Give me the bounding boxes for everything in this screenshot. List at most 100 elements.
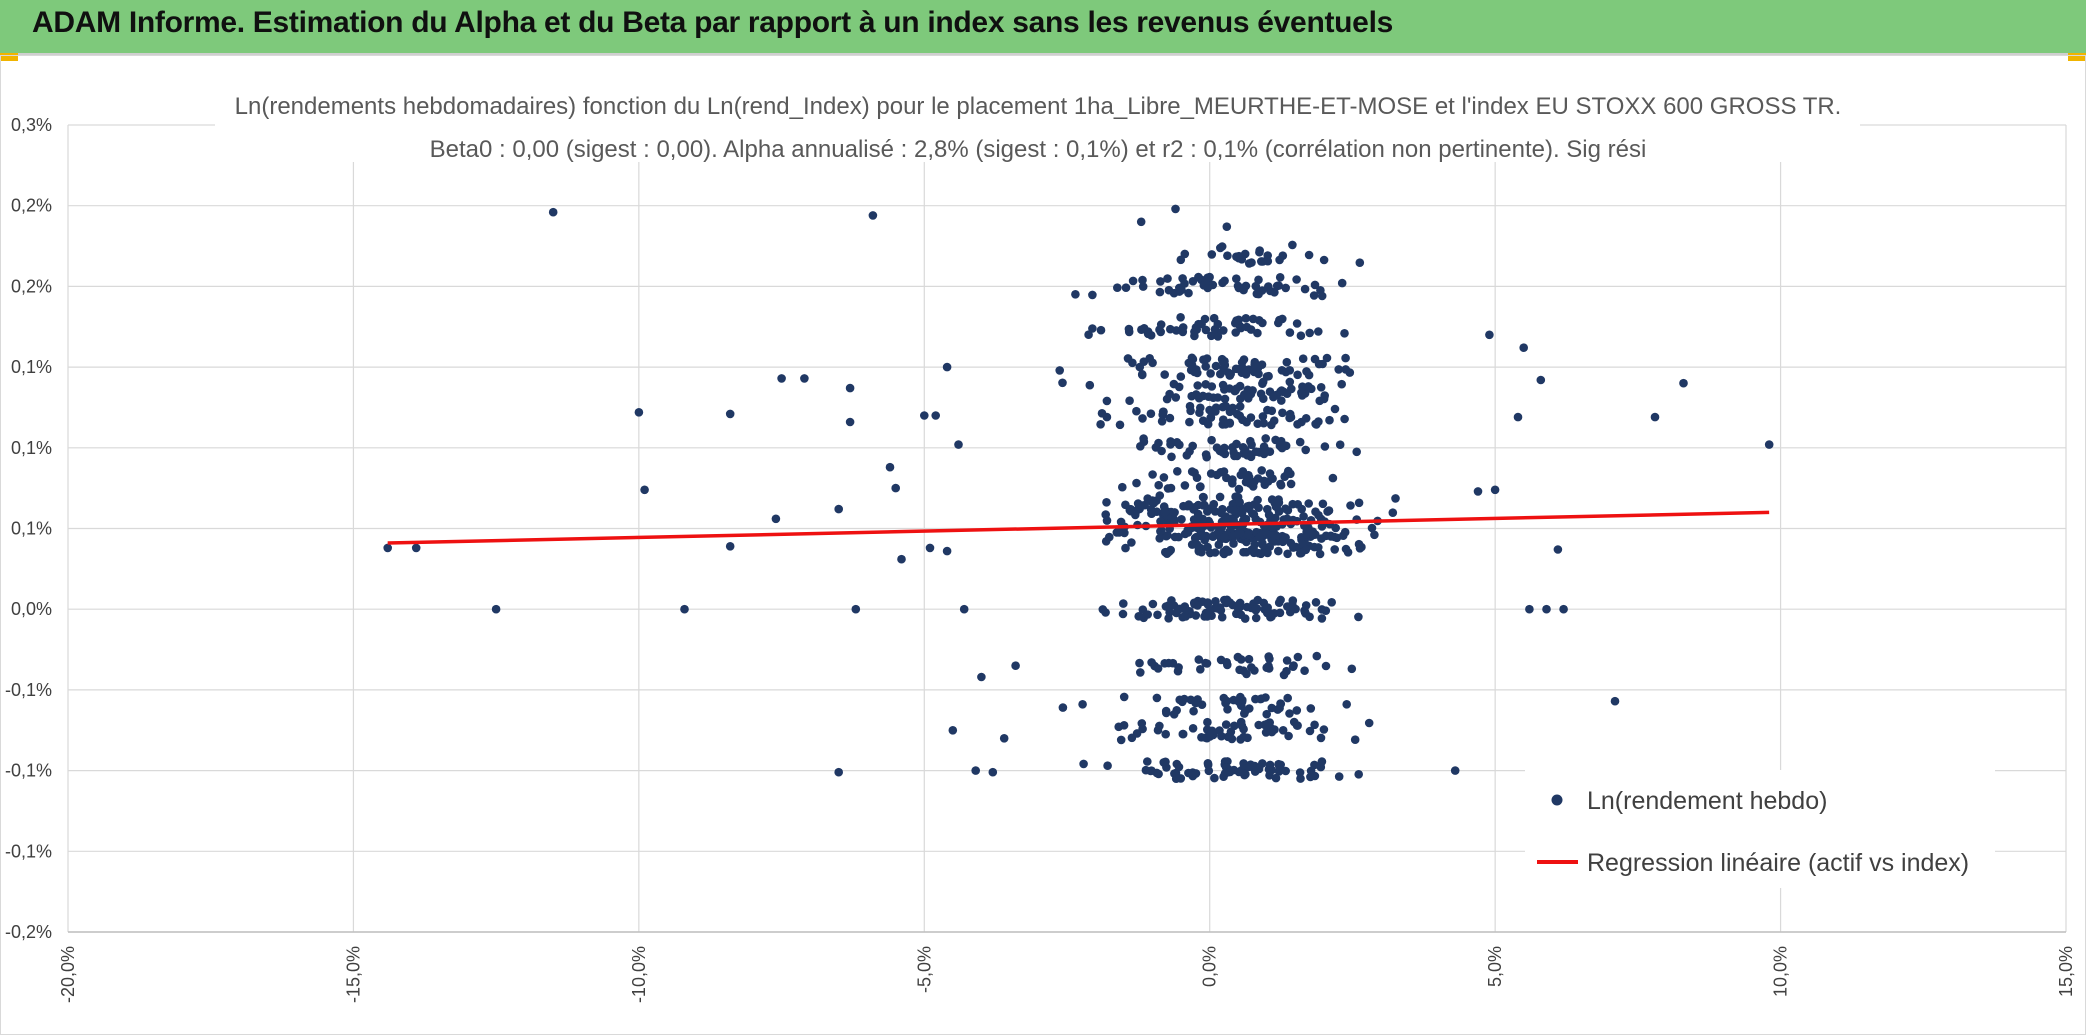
scatter-point <box>1207 382 1217 391</box>
scatter-point <box>1182 451 1192 460</box>
scatter-point <box>1299 512 1308 521</box>
scatter-point <box>1320 442 1330 451</box>
scatter-point <box>851 604 861 614</box>
scatter-point <box>1276 480 1286 490</box>
scatter-point <box>1233 652 1243 662</box>
scatter-point <box>1138 282 1148 291</box>
scatter-point <box>1207 435 1216 445</box>
scatter-point <box>1177 285 1186 295</box>
scatter-point <box>1248 509 1257 518</box>
scatter-point <box>1160 659 1169 668</box>
scatter-point <box>1309 291 1319 300</box>
scatter-point <box>1188 724 1198 733</box>
scatter-point <box>1259 476 1269 486</box>
scatter-point <box>971 766 980 775</box>
scatter-point <box>1202 659 1212 668</box>
scatter-point <box>1322 353 1332 363</box>
scatter-point <box>1207 250 1217 259</box>
scatter-point <box>1084 330 1093 340</box>
scatter-point <box>1270 498 1280 508</box>
scatter-point <box>1251 281 1261 291</box>
scatter-point <box>1286 479 1296 489</box>
scatter-point <box>1180 694 1189 704</box>
scatter-point <box>1141 765 1151 775</box>
scatter-point <box>1058 378 1067 388</box>
scatter-point <box>1267 420 1276 430</box>
scatter-point <box>1330 545 1339 554</box>
scatter-point <box>1201 362 1210 371</box>
scatter-point <box>1281 504 1290 513</box>
scatter-point <box>1287 384 1296 394</box>
scatter-point <box>1225 767 1235 777</box>
scatter-point <box>1271 435 1280 445</box>
scatter-point <box>1210 773 1219 783</box>
scatter-point <box>1204 392 1213 402</box>
scatter-point <box>1340 414 1349 424</box>
scatter-point <box>1319 725 1329 734</box>
scatter-point <box>1096 420 1105 429</box>
scatter-point <box>1230 721 1239 731</box>
scatter-point <box>491 604 501 614</box>
scatter-point <box>1513 412 1523 422</box>
scatter-point <box>1136 668 1145 677</box>
scatter-point <box>1180 529 1190 539</box>
scatter-point <box>1281 283 1290 293</box>
scatter-point <box>1194 272 1203 282</box>
scatter-point <box>1312 651 1322 661</box>
scatter-point <box>1274 767 1284 776</box>
scatter-point <box>1155 534 1164 543</box>
y-tick-label: 0,2% <box>11 276 52 296</box>
scatter-point <box>1172 438 1182 447</box>
scatter-point <box>1121 283 1131 293</box>
scatter-point <box>1178 729 1188 739</box>
scatter-point <box>1330 532 1339 542</box>
chart-title-group: Ln(rendements hebdomadaires) fonction du… <box>215 86 1860 163</box>
x-tick-label: 5,0% <box>1485 946 1505 987</box>
scatter-point <box>1156 517 1165 526</box>
scatter-point <box>1118 609 1128 619</box>
y-tick-label: 0,0% <box>11 599 52 619</box>
scatter-point <box>1201 325 1211 335</box>
scatter-point <box>1088 290 1097 300</box>
scatter-point <box>1164 601 1173 610</box>
scatter-point <box>1241 769 1250 779</box>
scatter-point <box>1146 409 1156 419</box>
scatter-point <box>1236 735 1245 744</box>
scatter-point <box>1301 414 1311 423</box>
scatter-point <box>1304 499 1313 508</box>
scatter-point <box>1264 608 1273 618</box>
scatter-point <box>1288 662 1298 671</box>
scatter-point <box>1301 601 1311 610</box>
scatter-point <box>1236 717 1246 727</box>
scatter-point <box>1088 324 1097 333</box>
scatter-point <box>1220 394 1230 404</box>
scatter-point <box>834 767 843 777</box>
scatter-point <box>1222 222 1232 231</box>
scatter-point <box>1559 604 1568 614</box>
scatter-point <box>1161 729 1170 739</box>
scatter-point <box>1317 757 1327 766</box>
scatter-point <box>1233 281 1243 291</box>
scatter-point <box>1298 382 1307 392</box>
scatter-point <box>1293 652 1303 662</box>
scatter-point <box>1310 720 1319 730</box>
scatter-point <box>1233 492 1243 502</box>
scatter-point <box>1317 291 1327 301</box>
scatter-point <box>1162 708 1171 718</box>
scatter-point <box>1270 288 1279 297</box>
scatter-point <box>1203 507 1212 516</box>
scatter-point <box>1217 612 1227 622</box>
scatter-point <box>1147 658 1156 667</box>
scatter-point <box>1305 726 1315 736</box>
scatter-point <box>1212 470 1222 480</box>
scatter-point <box>1283 549 1292 559</box>
scatter-point <box>1174 532 1183 542</box>
scatter-point <box>942 362 952 372</box>
scatter-point <box>1192 473 1202 483</box>
scatter-point <box>1230 451 1239 461</box>
scatter-point <box>1135 362 1145 372</box>
scatter-point <box>1235 402 1245 411</box>
scatter-point <box>1288 600 1297 609</box>
scatter-point <box>1276 595 1285 605</box>
scatter-point <box>1255 532 1264 542</box>
